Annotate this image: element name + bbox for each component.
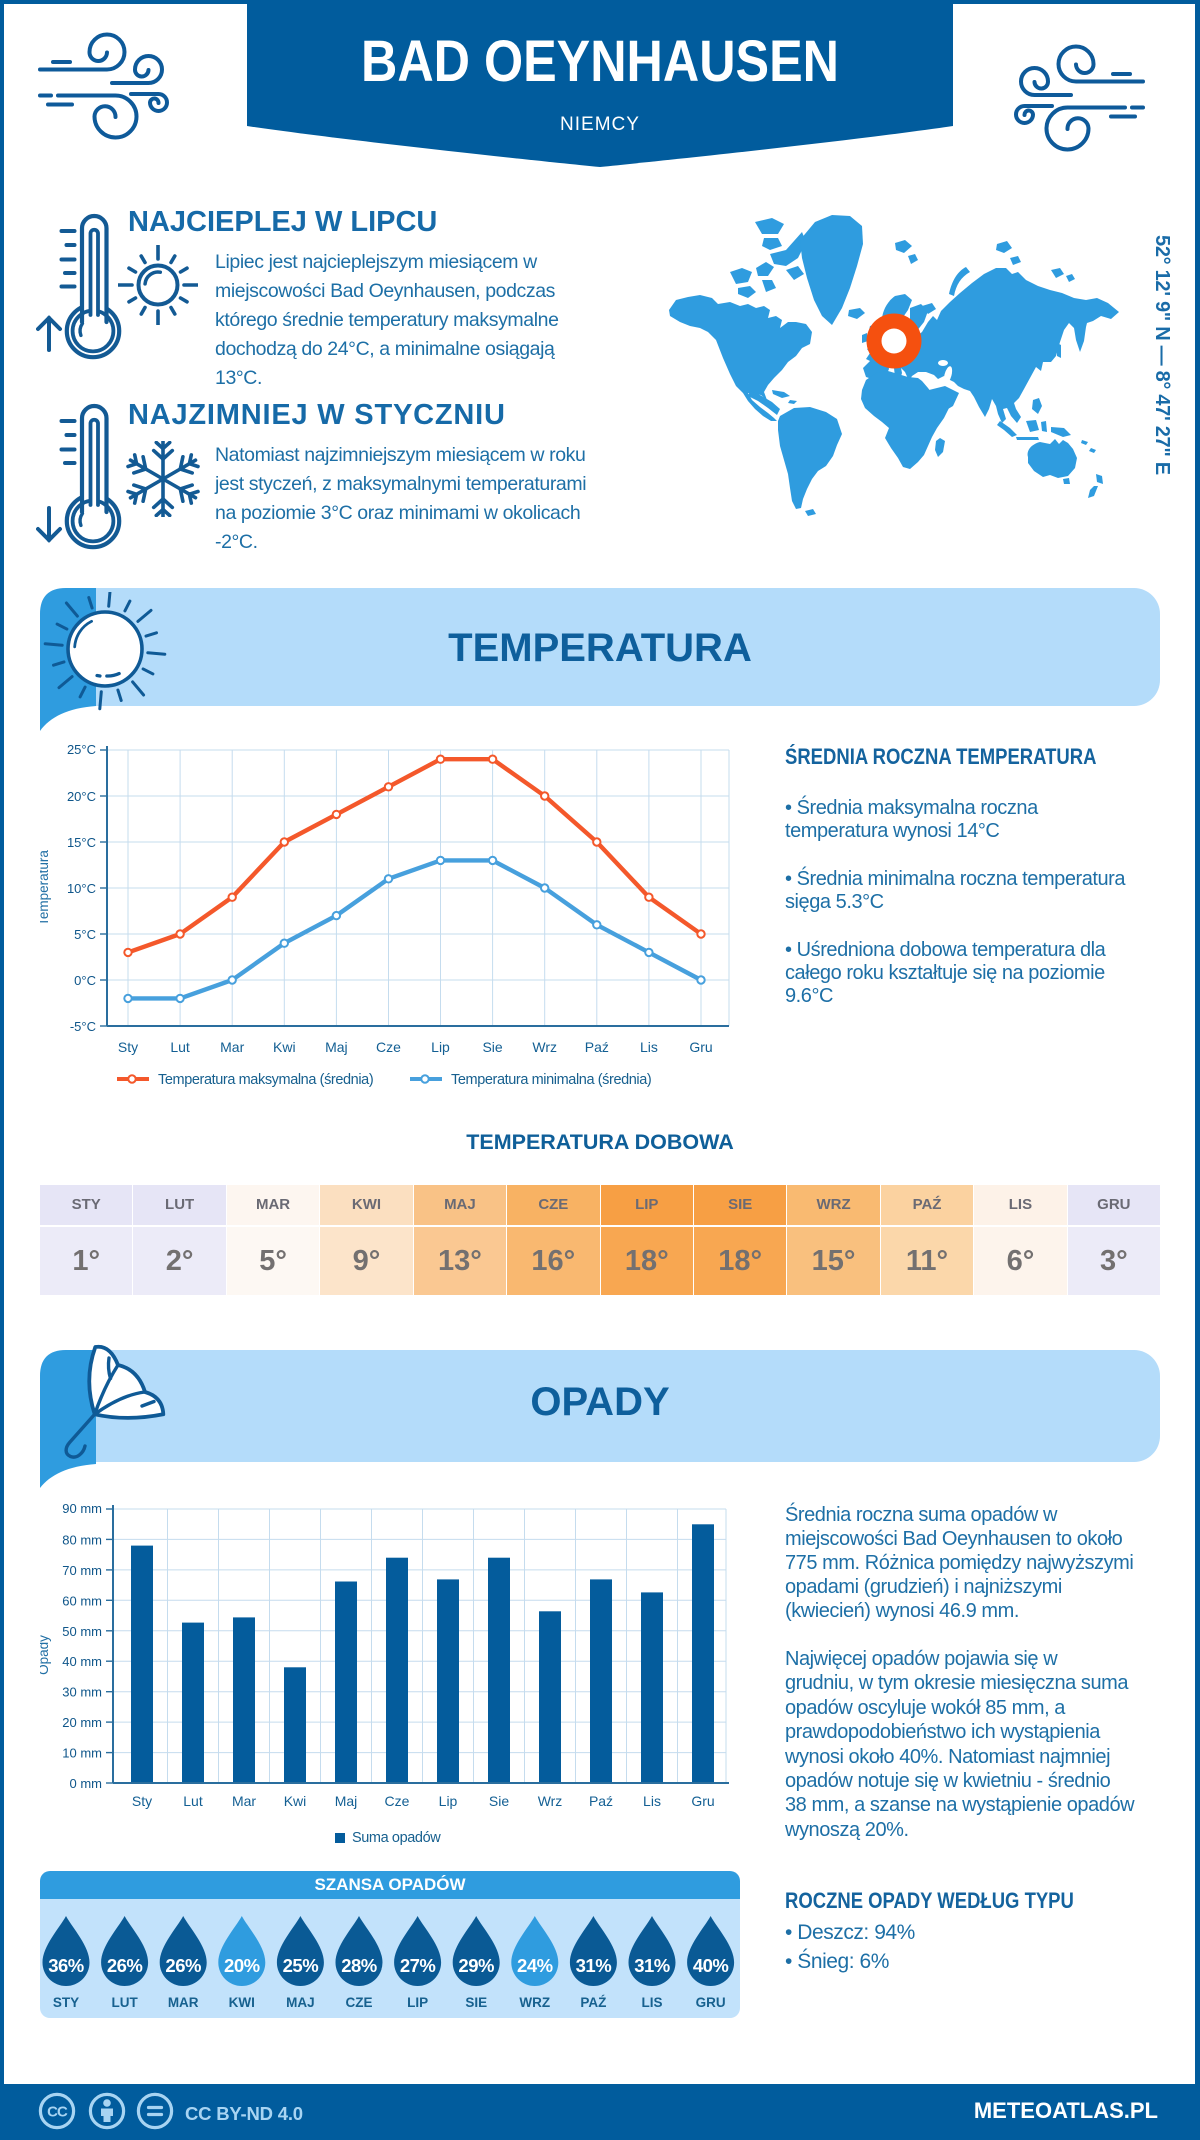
svg-text:Kwi: Kwi xyxy=(273,1039,296,1055)
svg-text:Lis: Lis xyxy=(643,1793,661,1809)
svg-text:STY: STY xyxy=(53,1995,79,2010)
svg-text:31%: 31% xyxy=(634,1955,670,1976)
svg-text:LUT: LUT xyxy=(111,1995,138,2010)
svg-text:Lut: Lut xyxy=(170,1039,190,1055)
svg-text:LIS: LIS xyxy=(641,1995,662,2010)
svg-text:5°C: 5°C xyxy=(74,927,96,942)
svg-text:20%: 20% xyxy=(224,1955,260,1976)
svg-text:Suma opadów: Suma opadów xyxy=(352,1830,441,1846)
svg-text:25°C: 25°C xyxy=(67,742,96,757)
svg-text:0°C: 0°C xyxy=(74,973,96,988)
svg-text:28%: 28% xyxy=(341,1955,377,1976)
svg-text:Temperatura: Temperatura xyxy=(40,850,51,926)
svg-text:Sty: Sty xyxy=(118,1039,138,1055)
svg-text:27%: 27% xyxy=(400,1955,436,1976)
svg-text:PAŹ: PAŹ xyxy=(580,1995,606,2010)
svg-text:Lip: Lip xyxy=(439,1793,458,1809)
svg-text:CC: CC xyxy=(47,2104,68,2121)
svg-text:Paź: Paź xyxy=(589,1793,613,1809)
svg-text:15°C: 15°C xyxy=(67,835,96,850)
svg-text:Mar: Mar xyxy=(232,1793,256,1809)
svg-text:70 mm: 70 mm xyxy=(62,1563,102,1578)
svg-text:Sie: Sie xyxy=(489,1793,509,1809)
svg-text:Wrz: Wrz xyxy=(538,1793,563,1809)
svg-text:Mar: Mar xyxy=(220,1039,244,1055)
svg-text:Kwi: Kwi xyxy=(284,1793,307,1809)
svg-text:30 mm: 30 mm xyxy=(62,1685,102,1700)
svg-text:Lis: Lis xyxy=(640,1039,658,1055)
svg-text:MAJ: MAJ xyxy=(286,1995,315,2010)
svg-text:26%: 26% xyxy=(165,1955,201,1976)
svg-text:Temperatura minimalna (średnia: Temperatura minimalna (średnia) xyxy=(451,1072,651,1088)
svg-text:MAR: MAR xyxy=(168,1995,199,2010)
svg-text:36%: 36% xyxy=(48,1955,84,1976)
svg-text:26%: 26% xyxy=(107,1955,143,1976)
svg-text:CZE: CZE xyxy=(346,1995,373,2010)
svg-text:WRZ: WRZ xyxy=(519,1995,550,2010)
svg-text:20°C: 20°C xyxy=(67,789,96,804)
svg-text:GRU: GRU xyxy=(696,1995,726,2010)
svg-text:29%: 29% xyxy=(458,1955,494,1976)
svg-text:25%: 25% xyxy=(283,1955,319,1976)
svg-text:LIP: LIP xyxy=(407,1995,428,2010)
svg-text:Paź: Paź xyxy=(585,1039,609,1055)
svg-text:Wrz: Wrz xyxy=(532,1039,557,1055)
svg-text:60 mm: 60 mm xyxy=(62,1593,102,1608)
svg-text:Gru: Gru xyxy=(691,1793,714,1809)
svg-text:Maj: Maj xyxy=(335,1793,358,1809)
svg-text:31%: 31% xyxy=(576,1955,612,1976)
svg-text:24%: 24% xyxy=(517,1955,553,1976)
svg-text:-5°C: -5°C xyxy=(70,1019,96,1034)
svg-text:Lip: Lip xyxy=(431,1039,450,1055)
svg-text:Sie: Sie xyxy=(482,1039,502,1055)
svg-text:Maj: Maj xyxy=(325,1039,348,1055)
svg-text:40%: 40% xyxy=(693,1955,729,1976)
svg-text:Temperatura maksymalna (średni: Temperatura maksymalna (średnia) xyxy=(158,1072,373,1088)
svg-text:10°C: 10°C xyxy=(67,881,96,896)
svg-text:0 mm: 0 mm xyxy=(70,1776,103,1791)
svg-text:Lut: Lut xyxy=(183,1793,203,1809)
svg-text:90 mm: 90 mm xyxy=(62,1501,102,1516)
svg-text:SIE: SIE xyxy=(465,1995,487,2010)
svg-text:KWI: KWI xyxy=(229,1995,255,2010)
svg-text:80 mm: 80 mm xyxy=(62,1532,102,1547)
svg-text:50 mm: 50 mm xyxy=(62,1624,102,1639)
svg-text:40 mm: 40 mm xyxy=(62,1654,102,1669)
svg-text:Gru: Gru xyxy=(689,1039,712,1055)
svg-text:Sty: Sty xyxy=(132,1793,152,1809)
svg-text:Cze: Cze xyxy=(376,1039,401,1055)
svg-text:Opady: Opady xyxy=(40,1635,51,1675)
svg-text:10 mm: 10 mm xyxy=(62,1746,102,1761)
svg-text:Cze: Cze xyxy=(385,1793,410,1809)
svg-text:20 mm: 20 mm xyxy=(62,1715,102,1730)
